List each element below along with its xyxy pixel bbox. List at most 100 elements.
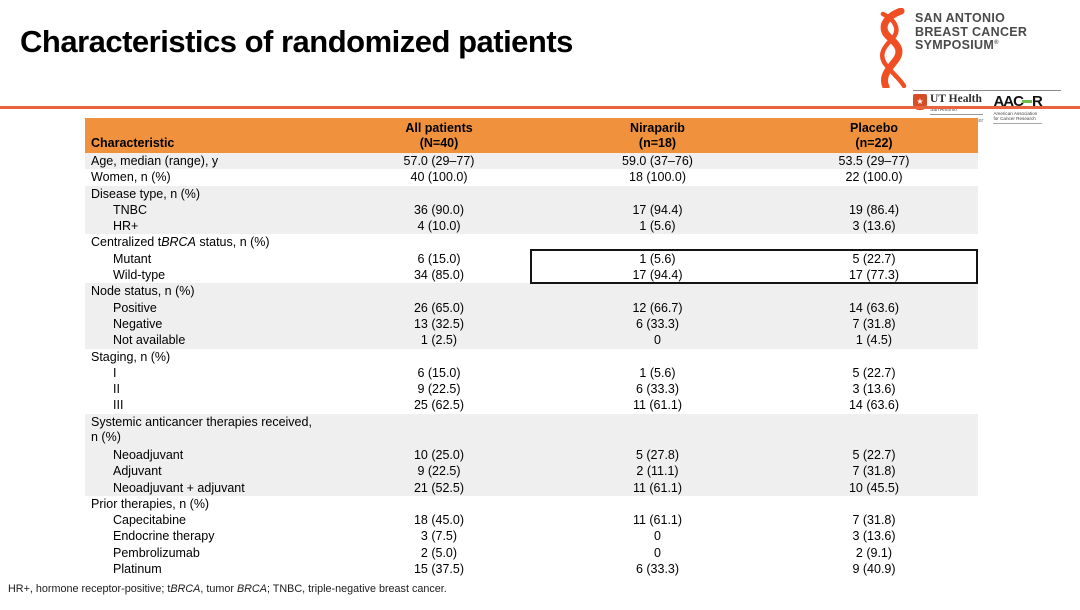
row-value: 17 (94.4)	[632, 268, 683, 283]
sabcs-line1: SAN ANTONIO	[915, 11, 1006, 25]
row-value: 40 (100.0)	[410, 170, 468, 185]
row-value: 7 (31.8)	[852, 513, 896, 528]
table-row: Neoadjuvant 10 (25.0) 5 (27.8) 5 (22.7)	[85, 446, 978, 464]
row-label: Platinum	[113, 562, 162, 577]
row-value: 17 (77.3)	[848, 268, 900, 283]
row-value: 22 (100.0)	[845, 170, 903, 185]
row-value: 18 (100.0)	[629, 170, 686, 185]
table-row: Adjuvant 9 (22.5) 2 (11.1) 7 (31.8)	[85, 463, 978, 480]
row-label: Centralized tBRCA status, n (%)	[91, 235, 270, 250]
row-value: 1 (5.6)	[639, 365, 676, 380]
table-row: Positive 26 (65.0) 12 (66.7) 14 (63.6)	[85, 299, 978, 316]
row-label: Systemic anticancer therapies received, n…	[91, 414, 312, 445]
table-row: Disease type, n (%)	[85, 185, 978, 202]
row-value: 1 (4.5)	[855, 333, 893, 348]
row-value: 11 (61.1)	[632, 398, 683, 413]
table-row: Systemic anticancer therapies received, n…	[85, 413, 978, 447]
logo-divider	[913, 90, 1061, 91]
row-value: 6 (33.3)	[635, 316, 680, 331]
row-label: Disease type, n (%)	[91, 186, 201, 201]
aacr-green-dash-icon	[1021, 99, 1032, 104]
aacr-acronym-right: R	[1031, 93, 1043, 110]
table-row: Capecitabine 18 (45.0) 11 (61.1) 7 (31.8)	[85, 512, 978, 528]
row-value: 9 (22.5)	[417, 382, 461, 397]
row-label: Node status, n (%)	[91, 284, 195, 299]
table-row: Wild-type 34 (85.0) 17 (94.4) 17 (77.3)	[85, 267, 978, 283]
table-row: TNBC 36 (90.0) 17 (94.4) 19 (86.4)	[85, 201, 978, 219]
aacr-subtitle: American Association for Cancer Research	[993, 111, 1042, 124]
row-value: 53.5 (29–77)	[838, 154, 910, 168]
row-value: 14 (63.6)	[848, 398, 900, 413]
page-title: Characteristics of randomized patients	[20, 24, 573, 59]
row-value: 7 (31.8)	[852, 316, 896, 331]
table-row: HR+ 4 (10.0) 1 (5.6) 3 (13.6)	[85, 218, 978, 235]
ut-health-name: UT Health	[930, 93, 982, 105]
row-label: Wild-type	[113, 268, 166, 283]
row-value: 6 (15.0)	[417, 251, 461, 266]
row-label: TNBC	[113, 202, 148, 217]
row-label: Prior therapies, n (%)	[91, 496, 210, 511]
row-value: 0	[654, 333, 661, 348]
aacr-logo: AAC R American Association for Cancer Re…	[993, 93, 1043, 124]
row-label: II	[113, 382, 120, 397]
sabcs-logo: SAN ANTONIO BREAST CANCER SYMPOSIUM® ★ U…	[873, 6, 1068, 124]
row-value: 6 (33.3)	[635, 382, 680, 397]
row-label: Neoadjuvant	[113, 447, 184, 462]
sabcs-line2: BREAST CANCER	[915, 24, 1028, 39]
row-value: 11 (61.1)	[632, 480, 683, 495]
table-row: Staging, n (%)	[85, 349, 978, 365]
row-label: Mutant	[113, 251, 152, 266]
row-label: HR+	[113, 219, 139, 234]
table-row: Women, n (%) 40 (100.0) 18 (100.0) 22 (100.…	[85, 169, 978, 185]
row-value: 9 (40.9)	[852, 562, 896, 577]
ut-health-sub: San Antonio	[930, 107, 984, 115]
table-row: Negative 13 (32.5) 6 (33.3) 7 (31.8)	[85, 315, 978, 333]
row-label: I	[113, 365, 117, 380]
row-value: 13 (32.5)	[413, 316, 465, 331]
row-label: Positive	[113, 300, 157, 315]
row-value: 57.0 (29–77)	[403, 154, 475, 168]
row-value: 3 (13.6)	[852, 529, 896, 544]
table-row: Not available 1 (2.5) 0 1 (4.5)	[85, 332, 978, 349]
row-value: 12 (66.7)	[632, 300, 683, 315]
row-value: 5 (22.7)	[852, 251, 896, 266]
ribbon-icon	[880, 8, 907, 88]
table-row: I 6 (15.0) 1 (5.6) 5 (22.7)	[85, 365, 978, 381]
row-value: 6 (33.3)	[635, 562, 680, 577]
row-value: 3 (7.5)	[420, 529, 458, 544]
row-value: 5 (22.7)	[852, 365, 896, 380]
row-label: Not available	[113, 333, 186, 348]
row-value: 10 (45.5)	[848, 480, 900, 495]
row-value: 2 (9.1)	[855, 545, 893, 560]
row-value: 9 (22.5)	[417, 464, 461, 479]
row-value: 2 (11.1)	[636, 464, 679, 479]
row-label: Negative	[113, 316, 163, 331]
row-value: 18 (45.0)	[413, 513, 465, 528]
row-value: 10 (25.0)	[413, 447, 465, 462]
table-row: Pembrolizumab 2 (5.0) 0 2 (9.1)	[85, 545, 978, 561]
table-row: Prior therapies, n (%)	[85, 496, 978, 512]
row-label: Neoadjuvant + adjuvant	[113, 480, 245, 495]
table-body: Age, median (range), y 57.0 (29–77) 59.0 (…	[85, 153, 978, 577]
table-row: Mutant 6 (15.0) 1 (5.6) 5 (22.7)	[85, 251, 978, 267]
row-value: 15 (37.5)	[413, 562, 465, 577]
table-row: Age, median (range), y 57.0 (29–77) 59.0 (…	[85, 153, 978, 170]
row-value: 21 (52.5)	[413, 480, 465, 495]
row-value: 2 (5.0)	[420, 545, 458, 560]
table-row: II 9 (22.5) 6 (33.3) 3 (13.6)	[85, 381, 978, 397]
table-row: Node status, n (%)	[85, 283, 978, 300]
row-label: Pembrolizumab	[113, 545, 200, 560]
row-label: Endocrine therapy	[113, 529, 215, 544]
row-value: 3 (13.6)	[852, 219, 896, 234]
row-value: 19 (86.4)	[848, 202, 900, 217]
table-header: Characteristic All patients (N=40) Nirapa…	[85, 118, 978, 153]
sabcs-line3: SYMPOSIUM®	[915, 38, 999, 52]
row-value: 36 (90.0)	[413, 202, 465, 217]
row-value: 34 (85.0)	[413, 268, 465, 283]
table-row: Neoadjuvant + adjuvant 21 (52.5) 11 (61.1)…	[85, 479, 978, 496]
row-value: 25 (62.5)	[413, 398, 465, 413]
row-label: III	[113, 398, 124, 413]
row-value: 5 (22.7)	[852, 447, 896, 462]
column-header-niraparib: Niraparib (n=18)	[630, 120, 685, 150]
